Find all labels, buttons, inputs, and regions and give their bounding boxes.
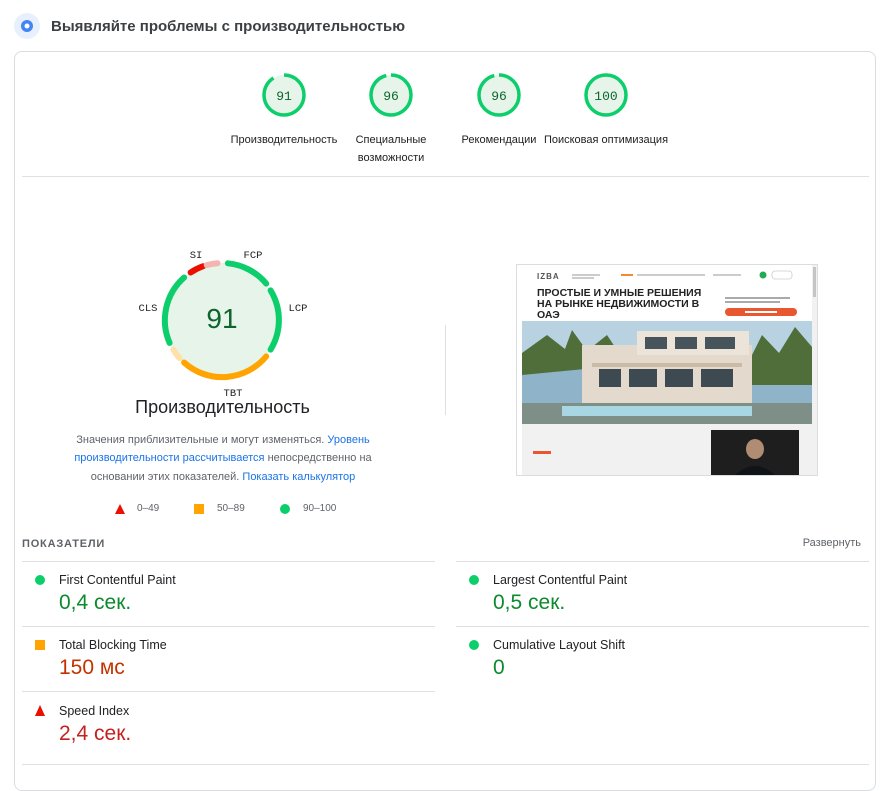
gauge-value: 91 — [276, 89, 292, 104]
metric-value: 0 — [493, 656, 505, 679]
performance-description: Значения приблизительные и могут изменят… — [48, 431, 398, 486]
gauge-ring: 91 — [262, 73, 306, 117]
gauge-label: Специальные возможности — [355, 134, 427, 164]
metric-name: First Contentful Paint — [59, 573, 176, 587]
average-square-icon — [35, 640, 45, 650]
gauge-ring: 100 — [584, 73, 628, 117]
calculator-link[interactable]: Показать калькулятор — [242, 470, 356, 483]
gauge-ring: 96 — [477, 73, 521, 117]
segment-label-si: SI — [190, 250, 203, 262]
gauge-ring: 96 — [369, 73, 413, 117]
gauge-label: Производительность — [230, 134, 338, 146]
circle-icon — [280, 503, 290, 514]
scoring-link[interactable]: Уровень производительности рассчитываетс… — [74, 434, 370, 465]
performance-score: 91 — [206, 303, 237, 334]
preview-logo: IZBA — [537, 272, 560, 281]
segment-label-lcp: LCP — [289, 303, 308, 315]
gauge-accessibility[interactable]: 96 Специальные возможности — [326, 72, 456, 167]
preview-headline-line: ОАЭ — [537, 309, 560, 321]
segment-label-fcp: FCP — [244, 250, 263, 262]
segment-label-tbt: TBT — [224, 388, 243, 400]
metric-name: Total Blocking Time — [59, 638, 167, 652]
gauge-fill — [165, 263, 279, 377]
legend-bad: 0–49 — [115, 503, 159, 514]
metric-name: Largest Contentful Paint — [493, 573, 628, 587]
segment-tbt — [181, 353, 270, 381]
desc-text: Значения приблизительные и могут изменят… — [76, 434, 325, 446]
section-title: Выявляйте проблемы с производительностью — [51, 17, 406, 35]
metrics-heading: ПОКАЗАТЕЛИ — [22, 538, 106, 550]
metric-value: 2,4 сек. — [59, 722, 132, 745]
gauge-best-practices[interactable]: 96 Рекомендации — [434, 72, 564, 149]
good-circle-icon — [469, 575, 479, 585]
performance-gauge: 91 SI FCP LCP TBT CLS — [139, 250, 308, 400]
gauge-label: Рекомендации — [461, 134, 537, 146]
page-preview: IZBA ПРОСТЫЕ И УМНЫЕ РЕШЕНИЯ НА РЫНКЕ НЕ… — [517, 265, 817, 475]
bad-triangle-icon — [35, 705, 45, 716]
gauge-value: 96 — [491, 89, 507, 104]
divider — [22, 176, 869, 177]
divider-vertical — [445, 325, 446, 415]
legend-label: 90–100 — [303, 503, 337, 514]
gauge-value: 96 — [383, 89, 399, 104]
segment-si-rest — [203, 260, 221, 269]
segment-si-bad — [187, 263, 207, 276]
legend-label: 0–49 — [137, 503, 160, 514]
gauge-performance[interactable]: 91 Производительность — [219, 72, 349, 149]
legend-average: 50–89 — [194, 503, 245, 514]
metrics-divider — [22, 691, 435, 692]
expand-toggle[interactable]: Развернуть — [802, 537, 861, 549]
triangle-icon — [115, 503, 125, 514]
segment-cls — [161, 274, 188, 346]
legend-good: 90–100 — [280, 503, 336, 514]
preview-headline-line: ПРОСТЫЕ И УМНЫЕ РЕШЕНИЯ — [537, 287, 701, 299]
gauge-seo[interactable]: 100 Поисковая оптимизация — [541, 72, 671, 149]
metrics-divider — [22, 626, 435, 627]
final-screenshot[interactable]: IZBA ПРОСТЫЕ И УМНЫЕ РЕШЕНИЯ НА РЫНКЕ НЕ… — [516, 264, 818, 476]
metric-name: Speed Index — [59, 704, 130, 718]
metrics-divider — [22, 764, 869, 765]
metrics-divider — [456, 561, 869, 562]
preview-headline-line: НА РЫНКЕ НЕДВИЖИМОСТИ В — [537, 298, 700, 310]
metric-value: 0,4 сек. — [59, 591, 132, 614]
good-circle-icon — [469, 640, 479, 650]
desc-text: непосредственно на основании этих показа… — [90, 452, 372, 483]
square-icon — [194, 503, 204, 514]
performance-title: Производительность — [135, 397, 310, 417]
segment-tbt-rest — [170, 346, 183, 362]
metrics-divider — [456, 626, 869, 627]
section-header: Выявляйте проблемы с производительностью — [14, 12, 405, 40]
gauge-value: 100 — [594, 89, 617, 104]
lighthouse-icon — [14, 13, 40, 39]
metric-value: 150 мс — [59, 656, 125, 679]
metrics-divider — [22, 561, 435, 562]
segment-label-cls: CLS — [139, 303, 158, 315]
legend-label: 50–89 — [217, 503, 245, 514]
segment-lcp — [267, 287, 282, 353]
good-circle-icon — [35, 575, 45, 585]
gauge-label: Поисковая оптимизация — [543, 134, 669, 146]
metric-name: Cumulative Layout Shift — [493, 638, 626, 652]
segment-fcp — [224, 260, 270, 287]
metric-value: 0,5 сек. — [493, 591, 566, 614]
